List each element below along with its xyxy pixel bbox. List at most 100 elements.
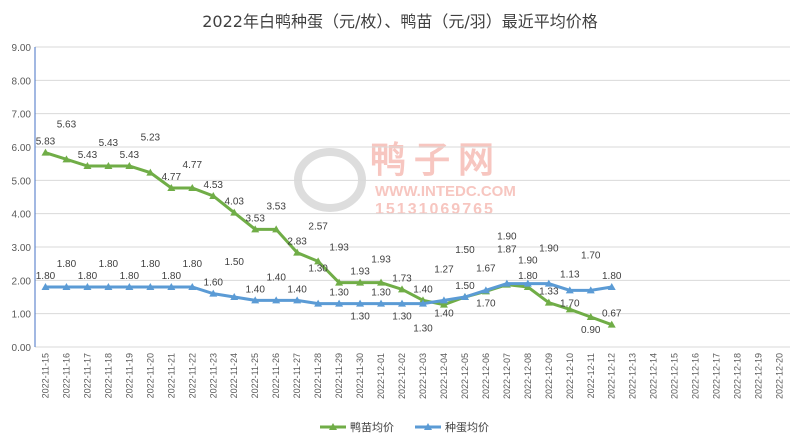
data-label: 1.40 <box>287 284 307 295</box>
data-point <box>104 162 113 169</box>
data-point <box>146 283 155 290</box>
data-point <box>272 225 281 233</box>
data-label: 1.30 <box>350 312 370 323</box>
data-label: 4.77 <box>183 160 203 171</box>
x-tick-label: 2022-12-10 <box>565 353 575 399</box>
data-point <box>523 279 532 287</box>
data-label: 1.80 <box>120 271 140 282</box>
data-label: 0.67 <box>602 309 622 320</box>
data-label: 1.80 <box>36 271 56 282</box>
data-label: 1.70 <box>581 250 601 261</box>
data-point <box>104 283 113 290</box>
y-tick-label: 2.00 <box>12 276 32 287</box>
data-label: 1.90 <box>539 244 559 255</box>
x-tick-label: 2022-11-16 <box>61 353 71 398</box>
data-label: 1.93 <box>350 267 370 278</box>
data-label: 1.70 <box>476 298 496 309</box>
data-label: 2.83 <box>287 237 307 248</box>
data-label: 1.40 <box>266 272 286 283</box>
x-tick-label: 2022-11-22 <box>187 353 197 398</box>
data-point <box>481 286 490 294</box>
data-point <box>335 299 344 307</box>
x-tick-label: 2022-11-18 <box>103 353 113 398</box>
data-label: 5.23 <box>141 133 161 144</box>
data-point <box>83 283 92 290</box>
data-label: 5.83 <box>36 137 56 148</box>
chart-title: 2022年白鸭种蛋（元/枚）、鸭苗（元/羽）最近平均价格 <box>202 12 598 31</box>
data-point <box>251 225 260 233</box>
data-label: 1.50 <box>455 281 475 292</box>
data-point <box>293 296 302 304</box>
x-tick-label: 2022-12-06 <box>481 353 491 399</box>
data-label: 1.80 <box>183 259 203 270</box>
data-label: 1.40 <box>245 284 265 295</box>
data-label: 5.43 <box>78 150 98 161</box>
data-point <box>398 299 407 307</box>
x-tick-label: 2022-12-04 <box>439 353 449 399</box>
x-tick-label: 2022-11-29 <box>334 353 344 398</box>
y-tick-label: 1.00 <box>12 310 32 321</box>
x-tick-label: 2022-12-02 <box>397 353 407 399</box>
data-label: 1.80 <box>162 271 182 282</box>
data-point <box>62 155 71 163</box>
x-tick-label: 2022-11-15 <box>40 353 50 398</box>
y-tick-label: 9.00 <box>12 43 32 54</box>
x-tick-label: 2022-11-26 <box>271 353 281 398</box>
legend-marker <box>329 423 337 430</box>
data-point <box>607 320 616 328</box>
data-label: 3.53 <box>266 201 286 212</box>
x-tick-label: 2022-12-11 <box>586 353 596 398</box>
series-line <box>45 151 613 327</box>
data-label: 1.30 <box>413 324 433 335</box>
data-point <box>356 299 365 307</box>
data-label: 1.60 <box>204 278 224 289</box>
data-label: 1.30 <box>308 264 328 275</box>
y-tick-label: 0.00 <box>12 343 32 354</box>
x-tick-label: 2022-11-21 <box>166 353 176 398</box>
data-label: 1.90 <box>518 256 538 267</box>
data-point <box>544 279 553 287</box>
x-tick-label: 2022-12-15 <box>670 353 680 399</box>
data-label: 1.30 <box>329 288 349 299</box>
x-tick-label: 2022-11-27 <box>292 353 302 398</box>
data-point <box>439 296 448 304</box>
data-point <box>272 296 281 304</box>
data-label: 4.03 <box>225 197 245 208</box>
data-label: 1.70 <box>560 298 580 309</box>
x-tick-label: 2022-11-17 <box>82 353 92 398</box>
data-label: 1.93 <box>329 243 349 254</box>
x-tick-label: 2022-12-16 <box>691 353 701 399</box>
watermark-phone: 15131069765 <box>375 201 495 218</box>
data-label: 0.90 <box>581 325 601 336</box>
x-tick-label: 2022-12-08 <box>523 353 533 399</box>
data-point <box>209 289 218 297</box>
legend-marker <box>424 423 432 430</box>
x-tick-label: 2022-11-20 <box>145 353 155 398</box>
data-label: 1.93 <box>371 255 391 266</box>
data-point <box>125 162 134 169</box>
data-label: 1.27 <box>434 265 454 276</box>
data-label: 1.90 <box>497 232 517 243</box>
data-point <box>502 279 511 287</box>
data-label: 4.53 <box>204 180 224 191</box>
data-point <box>565 305 574 313</box>
data-point <box>167 184 176 191</box>
x-tick-label: 2022-12-01 <box>376 353 386 399</box>
data-label: 1.80 <box>602 271 622 282</box>
watermark-name: 鸭子网 <box>370 139 502 180</box>
data-point <box>565 286 574 294</box>
data-point <box>230 208 239 216</box>
data-label: 5.43 <box>99 138 119 149</box>
data-point <box>377 278 386 286</box>
data-point <box>293 248 302 256</box>
data-point <box>188 184 197 191</box>
data-label: 1.30 <box>371 288 391 299</box>
data-point <box>188 283 197 290</box>
x-tick-label: 2022-12-18 <box>733 353 743 399</box>
y-tick-label: 5.00 <box>12 176 32 187</box>
data-label: 1.87 <box>497 245 517 256</box>
x-tick-label: 2022-12-09 <box>544 353 554 399</box>
data-label: 1.80 <box>99 259 119 270</box>
x-tick-label: 2022-12-12 <box>607 353 617 399</box>
